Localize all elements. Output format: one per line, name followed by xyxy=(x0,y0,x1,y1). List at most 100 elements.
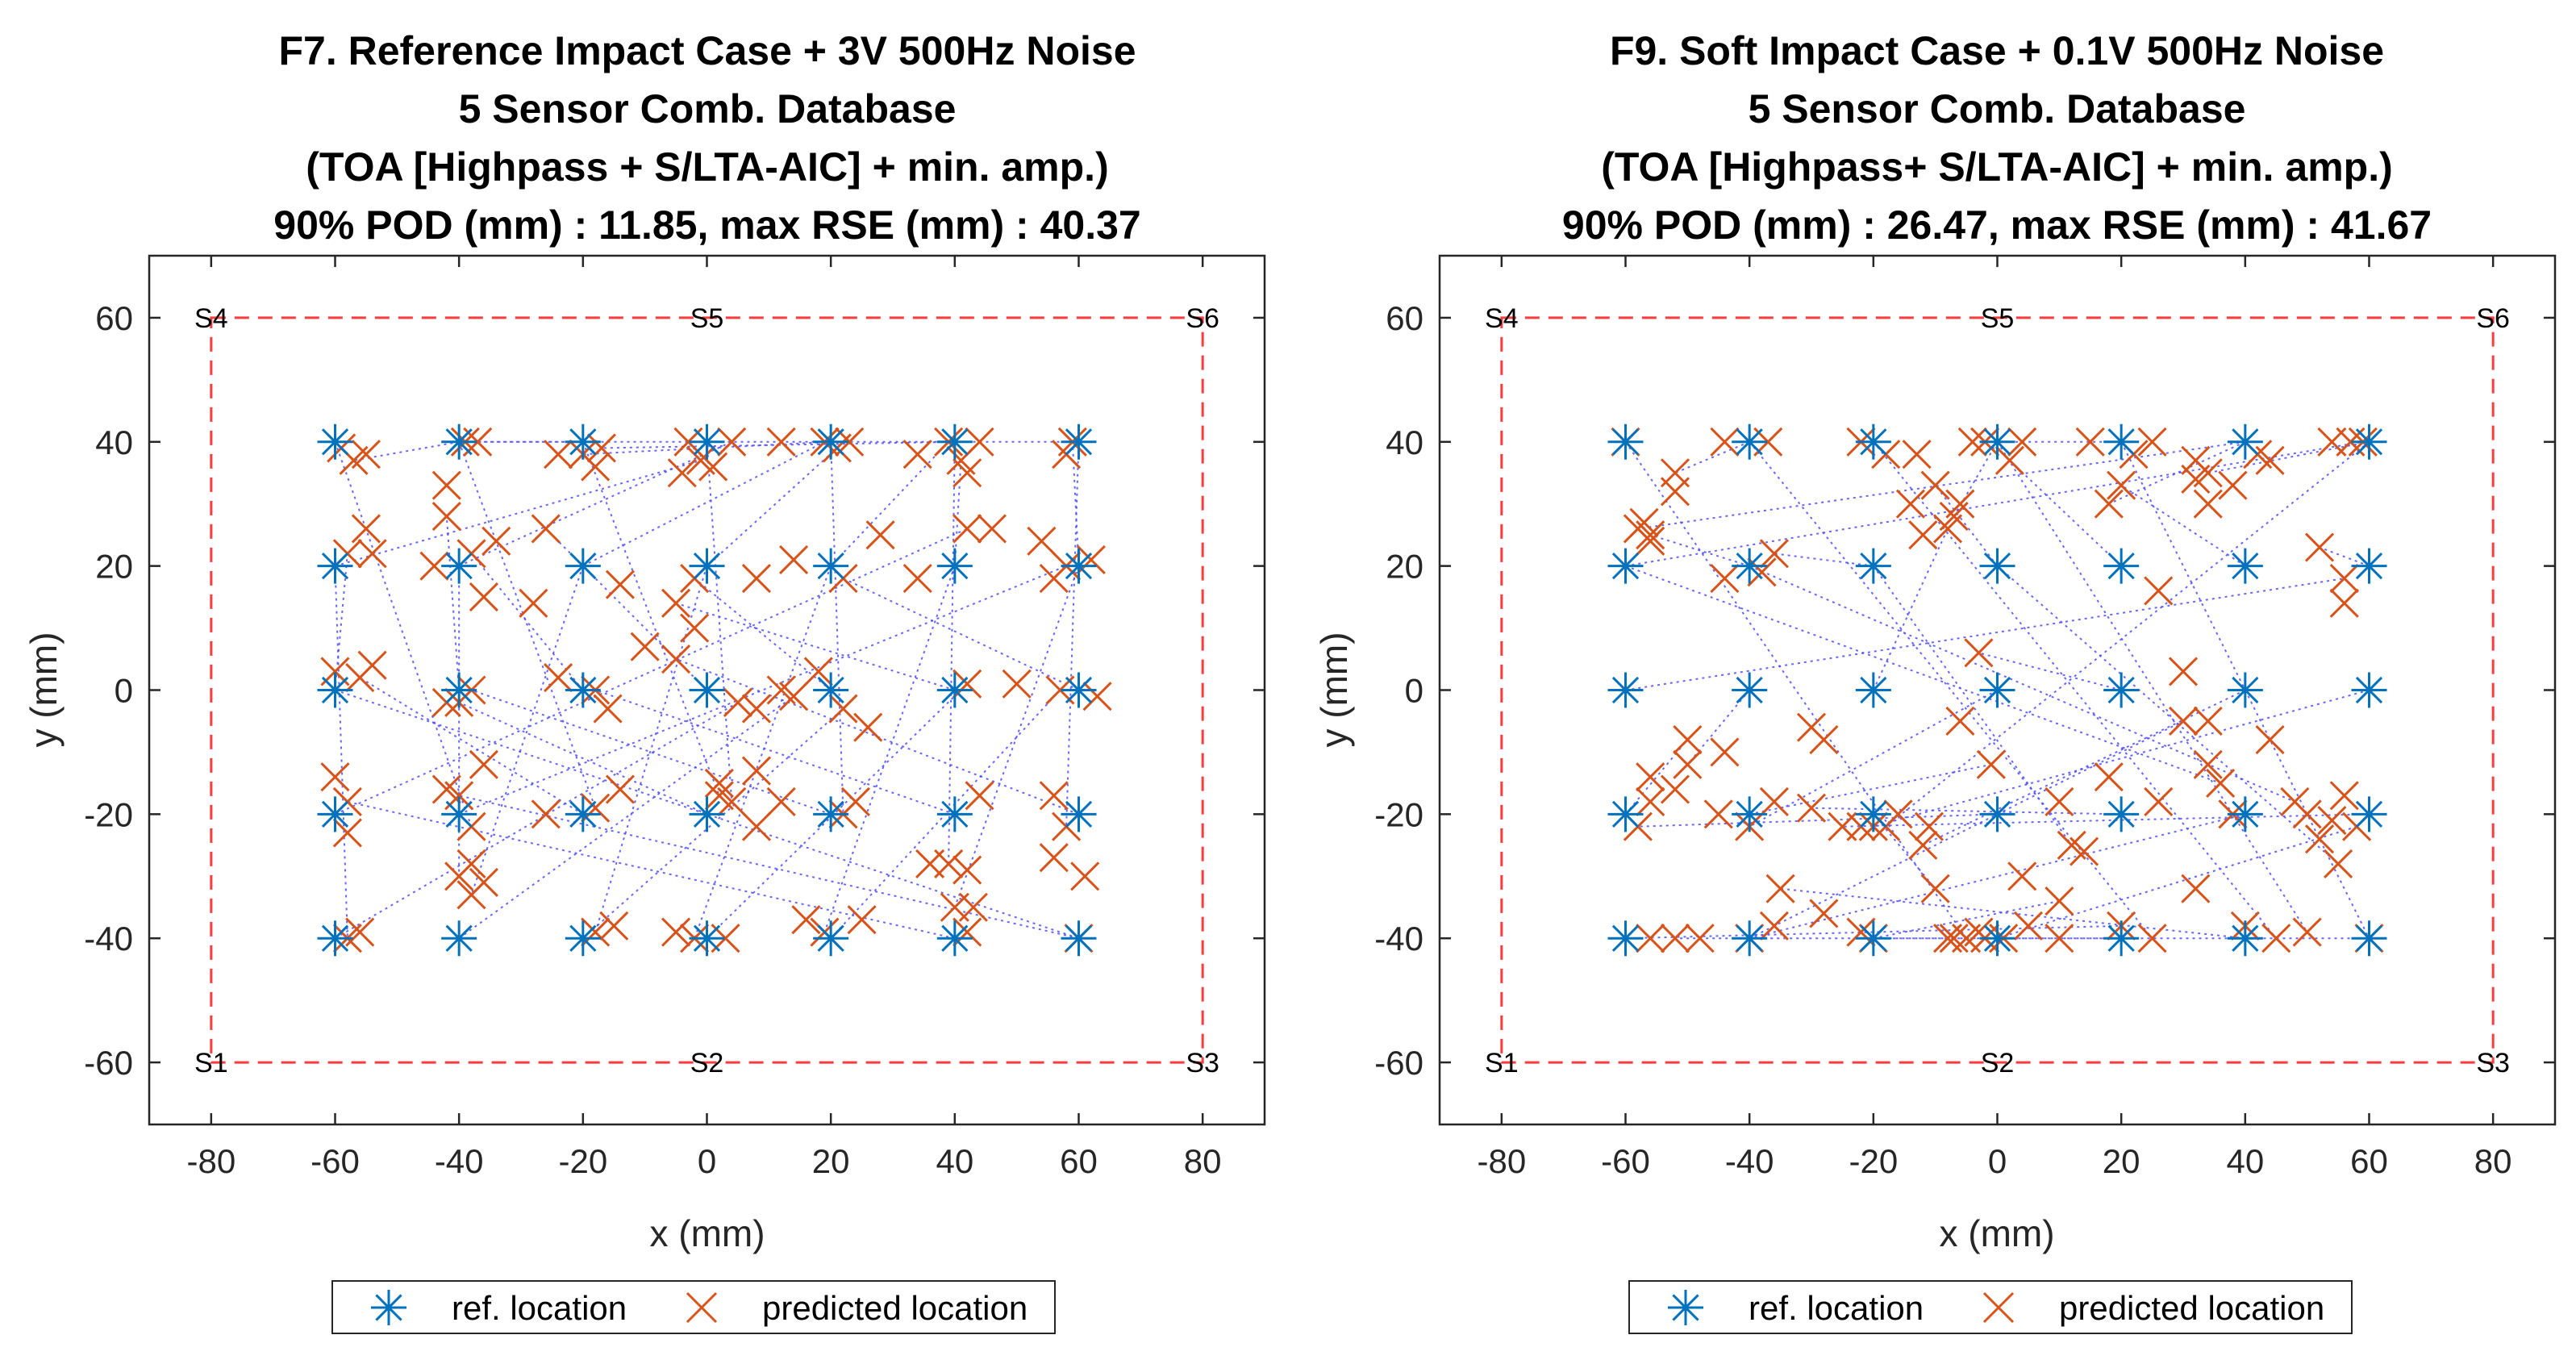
link-line xyxy=(2319,546,2370,567)
predicted-marker-glyph xyxy=(667,458,697,488)
y-tick-label: -40 xyxy=(84,920,133,957)
predicted-marker-glyph xyxy=(847,905,877,935)
ref-marker-glyph xyxy=(2103,548,2140,584)
ref-marker-glyph xyxy=(441,423,477,460)
predicted-marker xyxy=(1765,874,1795,903)
chart-title-line-3: (TOA [Highpass + S/LTA-AIC] + min. amp.) xyxy=(306,144,1108,190)
ref-marker xyxy=(2351,548,2387,584)
predicted-marker-glyph xyxy=(586,433,616,463)
sensor-label-s1: S1 xyxy=(1485,1048,1519,1078)
predicted-marker-glyph xyxy=(2168,706,2199,736)
predicted-marker-glyph xyxy=(332,818,362,848)
ref-marker-glyph xyxy=(689,672,725,708)
link-line xyxy=(2120,484,2246,567)
predicted-marker xyxy=(1039,781,1069,811)
ref-marker-glyph xyxy=(2351,548,2387,584)
link-line xyxy=(1624,739,1689,815)
predicted-marker-glyph xyxy=(2317,805,2347,836)
predicted-marker-glyph xyxy=(661,588,691,618)
legend-ref-glyph-glyph xyxy=(1668,1290,1703,1325)
ref-marker-glyph xyxy=(1855,423,1891,460)
predicted-marker xyxy=(469,867,498,898)
sensor-boundary-line xyxy=(210,316,1204,1064)
legend-predicted-marker xyxy=(686,1291,718,1324)
predicted-marker xyxy=(2329,781,2359,811)
predicted-marker xyxy=(1710,563,1740,594)
ref-marker xyxy=(2351,796,2387,832)
x-tick-label: -80 xyxy=(186,1142,236,1180)
link-line xyxy=(706,447,838,567)
sensor-label-s6: S6 xyxy=(1186,303,1219,334)
predicted-marker xyxy=(779,544,809,575)
predicted-marker xyxy=(1027,526,1057,556)
link-line xyxy=(347,800,956,940)
predicted-marker-glyph xyxy=(1636,786,1665,817)
predicted-marker xyxy=(2317,805,2347,836)
predicted-marker-glyph xyxy=(952,458,982,488)
predicted-marker-glyph xyxy=(1957,427,1987,457)
ref-marker xyxy=(1061,920,1097,957)
ref-marker xyxy=(1855,796,1891,832)
link-line xyxy=(953,460,962,566)
predicted-marker-glyph xyxy=(1920,470,1950,500)
predicted-marker-glyph xyxy=(1964,917,1994,947)
predicted-marker xyxy=(2193,489,2223,519)
predicted-marker xyxy=(531,799,561,829)
predicted-marker-glyph xyxy=(1976,749,2006,779)
predicted-marker-glyph xyxy=(2193,749,2223,779)
predicted-marker-glyph xyxy=(1039,563,1069,594)
link-line xyxy=(1749,763,1992,816)
link-line xyxy=(1873,565,2073,846)
predicted-marker-glyph xyxy=(704,768,734,798)
predicted-marker xyxy=(1895,489,1925,519)
predicted-marker xyxy=(2261,924,2291,953)
predicted-marker-glyph xyxy=(853,712,883,742)
predicted-marker xyxy=(661,917,691,947)
predicted-marker-glyph xyxy=(2007,861,2037,891)
ref-marker-glyph xyxy=(936,672,973,708)
predicted-marker-glyph xyxy=(865,520,895,550)
predicted-marker-glyph xyxy=(345,917,375,947)
ref-marker xyxy=(2103,672,2140,708)
link-line xyxy=(334,565,348,939)
x-tick-label: -80 xyxy=(1477,1142,1526,1180)
predicted-marker-glyph xyxy=(661,917,691,947)
ref-marker-glyph xyxy=(1979,548,2015,584)
predicted-marker xyxy=(2107,470,2136,500)
ref-marker-glyph xyxy=(317,920,353,957)
sensor-label-s5: S5 xyxy=(690,303,724,334)
ref-marker xyxy=(2103,423,2140,460)
link-line xyxy=(1625,440,2363,567)
ref-marker xyxy=(1607,423,1644,460)
y-tick-label: 0 xyxy=(1405,672,1423,710)
predicted-marker xyxy=(1939,924,1969,953)
x-ticks: -80 -60 -40 -20 0 20 40 60 80 xyxy=(1477,256,2512,1180)
predicted-marker xyxy=(952,458,982,488)
predicted-marker xyxy=(2045,924,2074,953)
predicted-marker xyxy=(741,811,772,841)
legend-predicted-label: predicted location xyxy=(2059,1289,2324,1327)
predicted-marker xyxy=(1636,924,1665,953)
predicted-marker-glyph xyxy=(456,849,486,878)
predicted-marker xyxy=(2193,749,2223,779)
predicted-marker xyxy=(599,911,629,941)
link-line xyxy=(1996,441,2308,933)
ref-marker xyxy=(2227,672,2263,708)
ref-marker xyxy=(1855,672,1891,708)
ref-marker-glyph xyxy=(1607,672,1644,708)
predicted-marker-glyph xyxy=(2070,836,2099,866)
link-line xyxy=(1637,440,2245,530)
ref-marker xyxy=(317,672,353,708)
predicted-marker xyxy=(456,849,486,878)
ref-markers xyxy=(1607,423,2387,957)
predicted-marker-glyph xyxy=(1660,774,1690,804)
predicted-marker xyxy=(1932,514,1963,544)
predicted-marker xyxy=(803,657,833,686)
predicted-marker-glyph xyxy=(791,905,821,935)
predicted-marker-glyph xyxy=(1039,843,1069,873)
ref-marker xyxy=(1607,672,1644,708)
link-line xyxy=(1780,887,2245,940)
predicted-marker xyxy=(1002,669,1032,699)
ref-marker xyxy=(317,548,353,584)
predicted-marker-glyph xyxy=(902,440,932,469)
